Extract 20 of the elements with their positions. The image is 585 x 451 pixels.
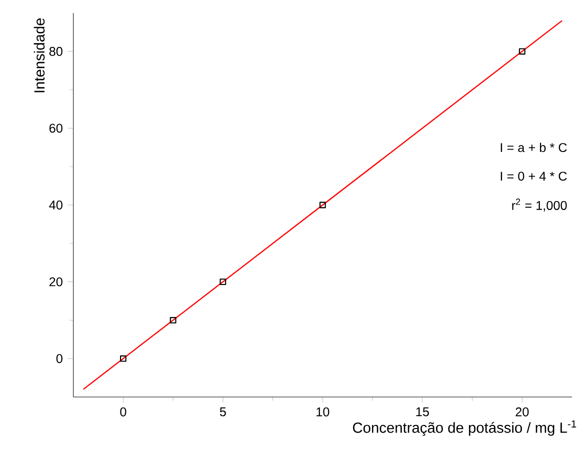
- x-tick-label: 10: [316, 407, 330, 416]
- annotation: r$^{2}$ = 1,000: [512, 198, 567, 212]
- annotation: I = a + b * C: [500, 142, 567, 152]
- y-tick-label: 20: [49, 277, 62, 286]
- x-axis-title: Concentração de potássio / mg L$^{-1}$: [352, 420, 576, 436]
- point: [120, 355, 126, 362]
- y-tick-label: 0: [56, 354, 62, 364]
- y-tick-label: 40: [49, 200, 62, 210]
- x-tick-label: 20: [516, 407, 529, 416]
- annotation: I = 0 + 4 * C: [500, 172, 567, 181]
- point: [170, 317, 176, 324]
- y-axis-title: Intensidade: [34, 18, 45, 92]
- x-tick-label: 5: [220, 407, 226, 416]
- point: [518, 48, 526, 55]
- point: [319, 202, 326, 208]
- y-tick-label: 60: [49, 124, 62, 133]
- x-tick-label: 15: [416, 407, 429, 416]
- x-tick-label: 0: [120, 407, 126, 416]
- point: [220, 278, 226, 286]
- y-tick-label: 80: [49, 46, 62, 56]
